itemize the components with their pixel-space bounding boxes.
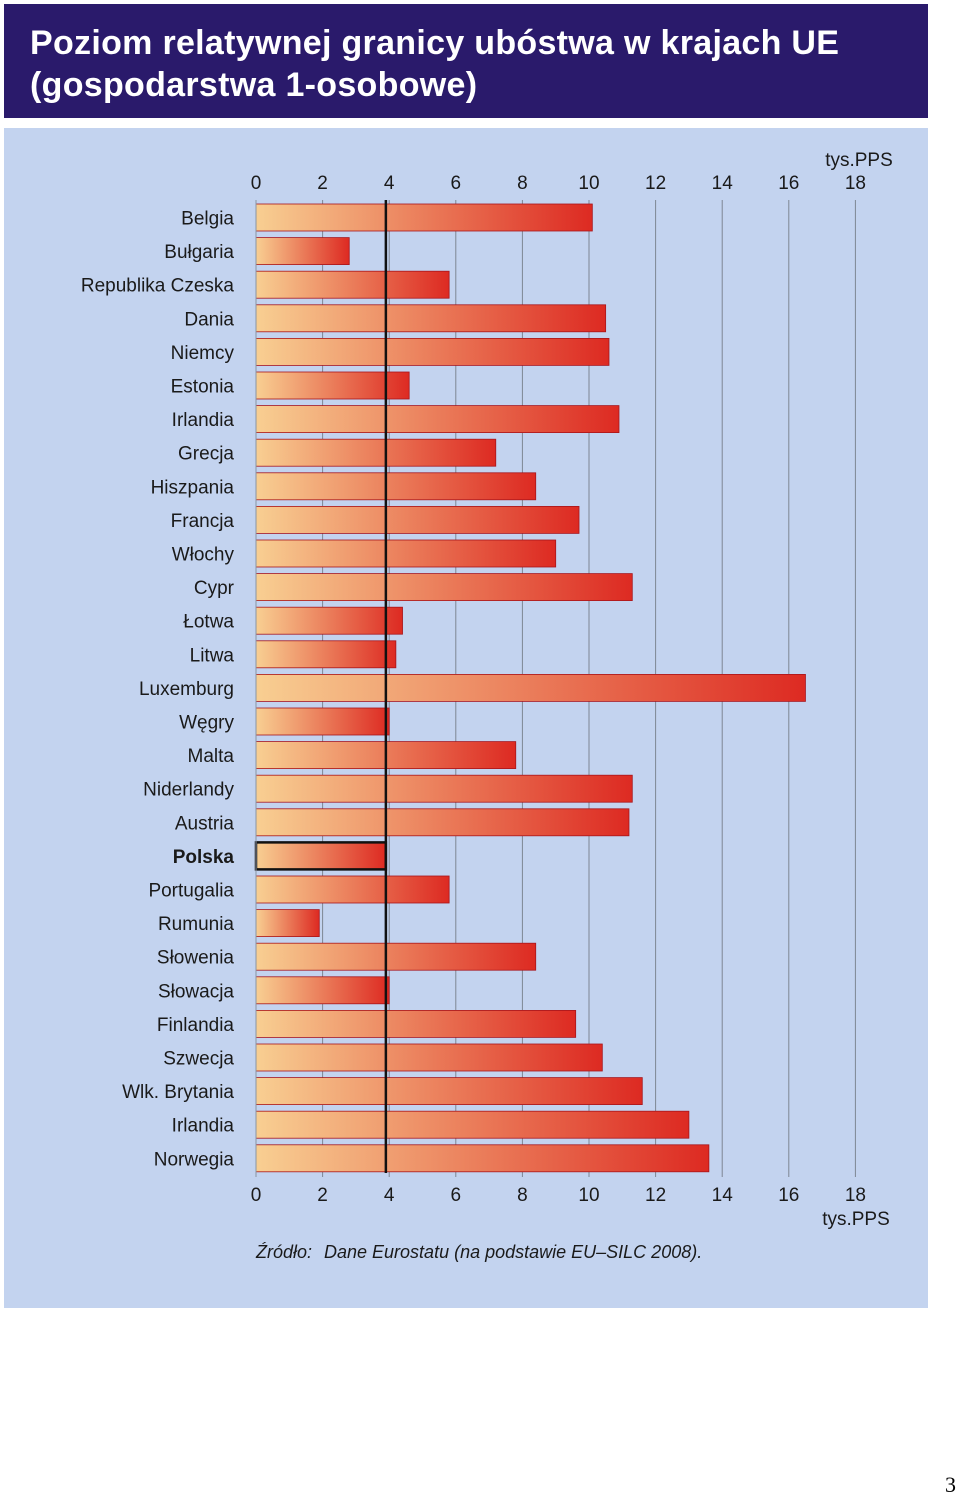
bottom-tick-label-16: 16 (778, 1185, 799, 1206)
bar-28 (255, 1110, 690, 1139)
bar-6 (255, 371, 410, 400)
bar-12 (255, 573, 633, 602)
bottom-tick-label-10: 10 (578, 1185, 599, 1206)
category-label-18: Niderlandy (143, 780, 234, 801)
category-label-17: Malta (188, 746, 235, 767)
bar-22 (255, 909, 320, 937)
bar-14 (255, 640, 397, 669)
source-label: Źródło: (255, 1242, 312, 1262)
category-label-10: Francja (171, 511, 235, 532)
category-label-23: Słowenia (157, 948, 235, 969)
bar-5 (255, 337, 610, 366)
bar-1 (255, 203, 593, 232)
unit-label-top: tys.PPS (825, 150, 893, 171)
chart-title-banner: Poziom relatywnej granicy ubóstwa w kraj… (4, 4, 928, 118)
top-tick-label-8: 8 (517, 173, 528, 194)
bar-7 (255, 405, 620, 434)
top-tick-label-12: 12 (645, 173, 666, 194)
chart-title-line-2: (gospodarstwa 1-osobowe) (30, 66, 478, 104)
category-label-1: Belgia (181, 209, 234, 230)
bar-15 (255, 674, 806, 702)
bar-27 (255, 1077, 643, 1105)
bar-24 (255, 976, 390, 1005)
category-label-15: Luxemburg (139, 679, 234, 700)
source-text: Dane Eurostatu (na podstawie EU–SILC 200… (324, 1242, 702, 1262)
top-tick-label-16: 16 (778, 173, 799, 194)
category-label-13: Łotwa (183, 612, 234, 633)
bottom-tick-label-4: 4 (384, 1185, 395, 1206)
category-label-14: Litwa (190, 645, 235, 666)
category-label-19: Austria (175, 813, 235, 834)
bar-13 (255, 606, 403, 635)
bar-3 (255, 270, 450, 299)
top-tick-label-4: 4 (384, 173, 395, 194)
category-label-11: Włochy (172, 545, 235, 566)
top-tick-label-18: 18 (845, 173, 866, 194)
category-label-7: Irlandia (172, 410, 235, 431)
bottom-tick-label-6: 6 (451, 1185, 462, 1206)
bar-20 (254, 841, 388, 871)
category-label-22: Rumunia (158, 914, 234, 935)
bar-8 (255, 438, 497, 467)
top-tick-label-0: 0 (251, 173, 262, 194)
unit-label-bottom: tys.PPS (822, 1209, 890, 1230)
bar-9 (255, 472, 537, 501)
bar-18 (255, 774, 633, 803)
top-tick-label-14: 14 (712, 173, 734, 194)
bar-2 (255, 237, 350, 265)
bottom-tick-label-0: 0 (251, 1185, 262, 1206)
category-label-5: Niemcy (171, 343, 235, 364)
top-tick-label-6: 6 (451, 173, 462, 194)
category-label-9: Hiszpania (151, 477, 235, 498)
bottom-tick-label-14: 14 (712, 1185, 734, 1206)
category-label-27: Wlk. Brytania (122, 1082, 234, 1103)
category-label-4: Dania (184, 309, 234, 330)
bar-21 (255, 875, 450, 904)
bottom-tick-label-2: 2 (317, 1185, 328, 1206)
bar-4 (255, 304, 607, 333)
bottom-tick-label-8: 8 (517, 1185, 528, 1206)
bar-23 (255, 942, 537, 971)
category-label-25: Finlandia (157, 1015, 235, 1036)
category-label-20: Polska (173, 847, 235, 868)
page-number: 3 (945, 1472, 956, 1497)
category-label-8: Grecja (178, 444, 234, 465)
bar-chart: Belgia Bułgaria Republika Czeska Dania Niemc… (81, 150, 893, 1262)
bottom-tick-label-18: 18 (845, 1185, 866, 1206)
category-label-21: Portugalia (148, 881, 234, 902)
bar-19 (255, 808, 630, 837)
category-label-3: Republika Czeska (81, 276, 235, 297)
category-label-26: Szwecja (163, 1049, 234, 1070)
chart-title-line-1: Poziom relatywnej granicy ubóstwa w kraj… (30, 24, 840, 62)
top-tick-label-10: 10 (578, 173, 599, 194)
category-label-16: Węgry (179, 713, 234, 734)
category-label-2: Bułgaria (164, 242, 234, 263)
bar-25 (255, 1010, 577, 1038)
top-tick-label-2: 2 (317, 173, 328, 194)
bottom-tick-label-12: 12 (645, 1185, 666, 1206)
category-label-28: Irlandia (172, 1116, 235, 1137)
bar-16 (255, 707, 390, 736)
bar-26 (255, 1043, 603, 1072)
category-label-24: Słowacja (158, 981, 234, 1002)
bar-10 (255, 505, 580, 534)
bar-11 (255, 539, 557, 568)
category-label-6: Estonia (171, 377, 235, 398)
category-label-12: Cypr (194, 578, 235, 599)
chart-panel: Belgia Bułgaria Republika Czeska Dania Niemc… (4, 128, 928, 1308)
category-label-29: Norwegia (154, 1149, 235, 1170)
bar-29 (255, 1144, 710, 1173)
